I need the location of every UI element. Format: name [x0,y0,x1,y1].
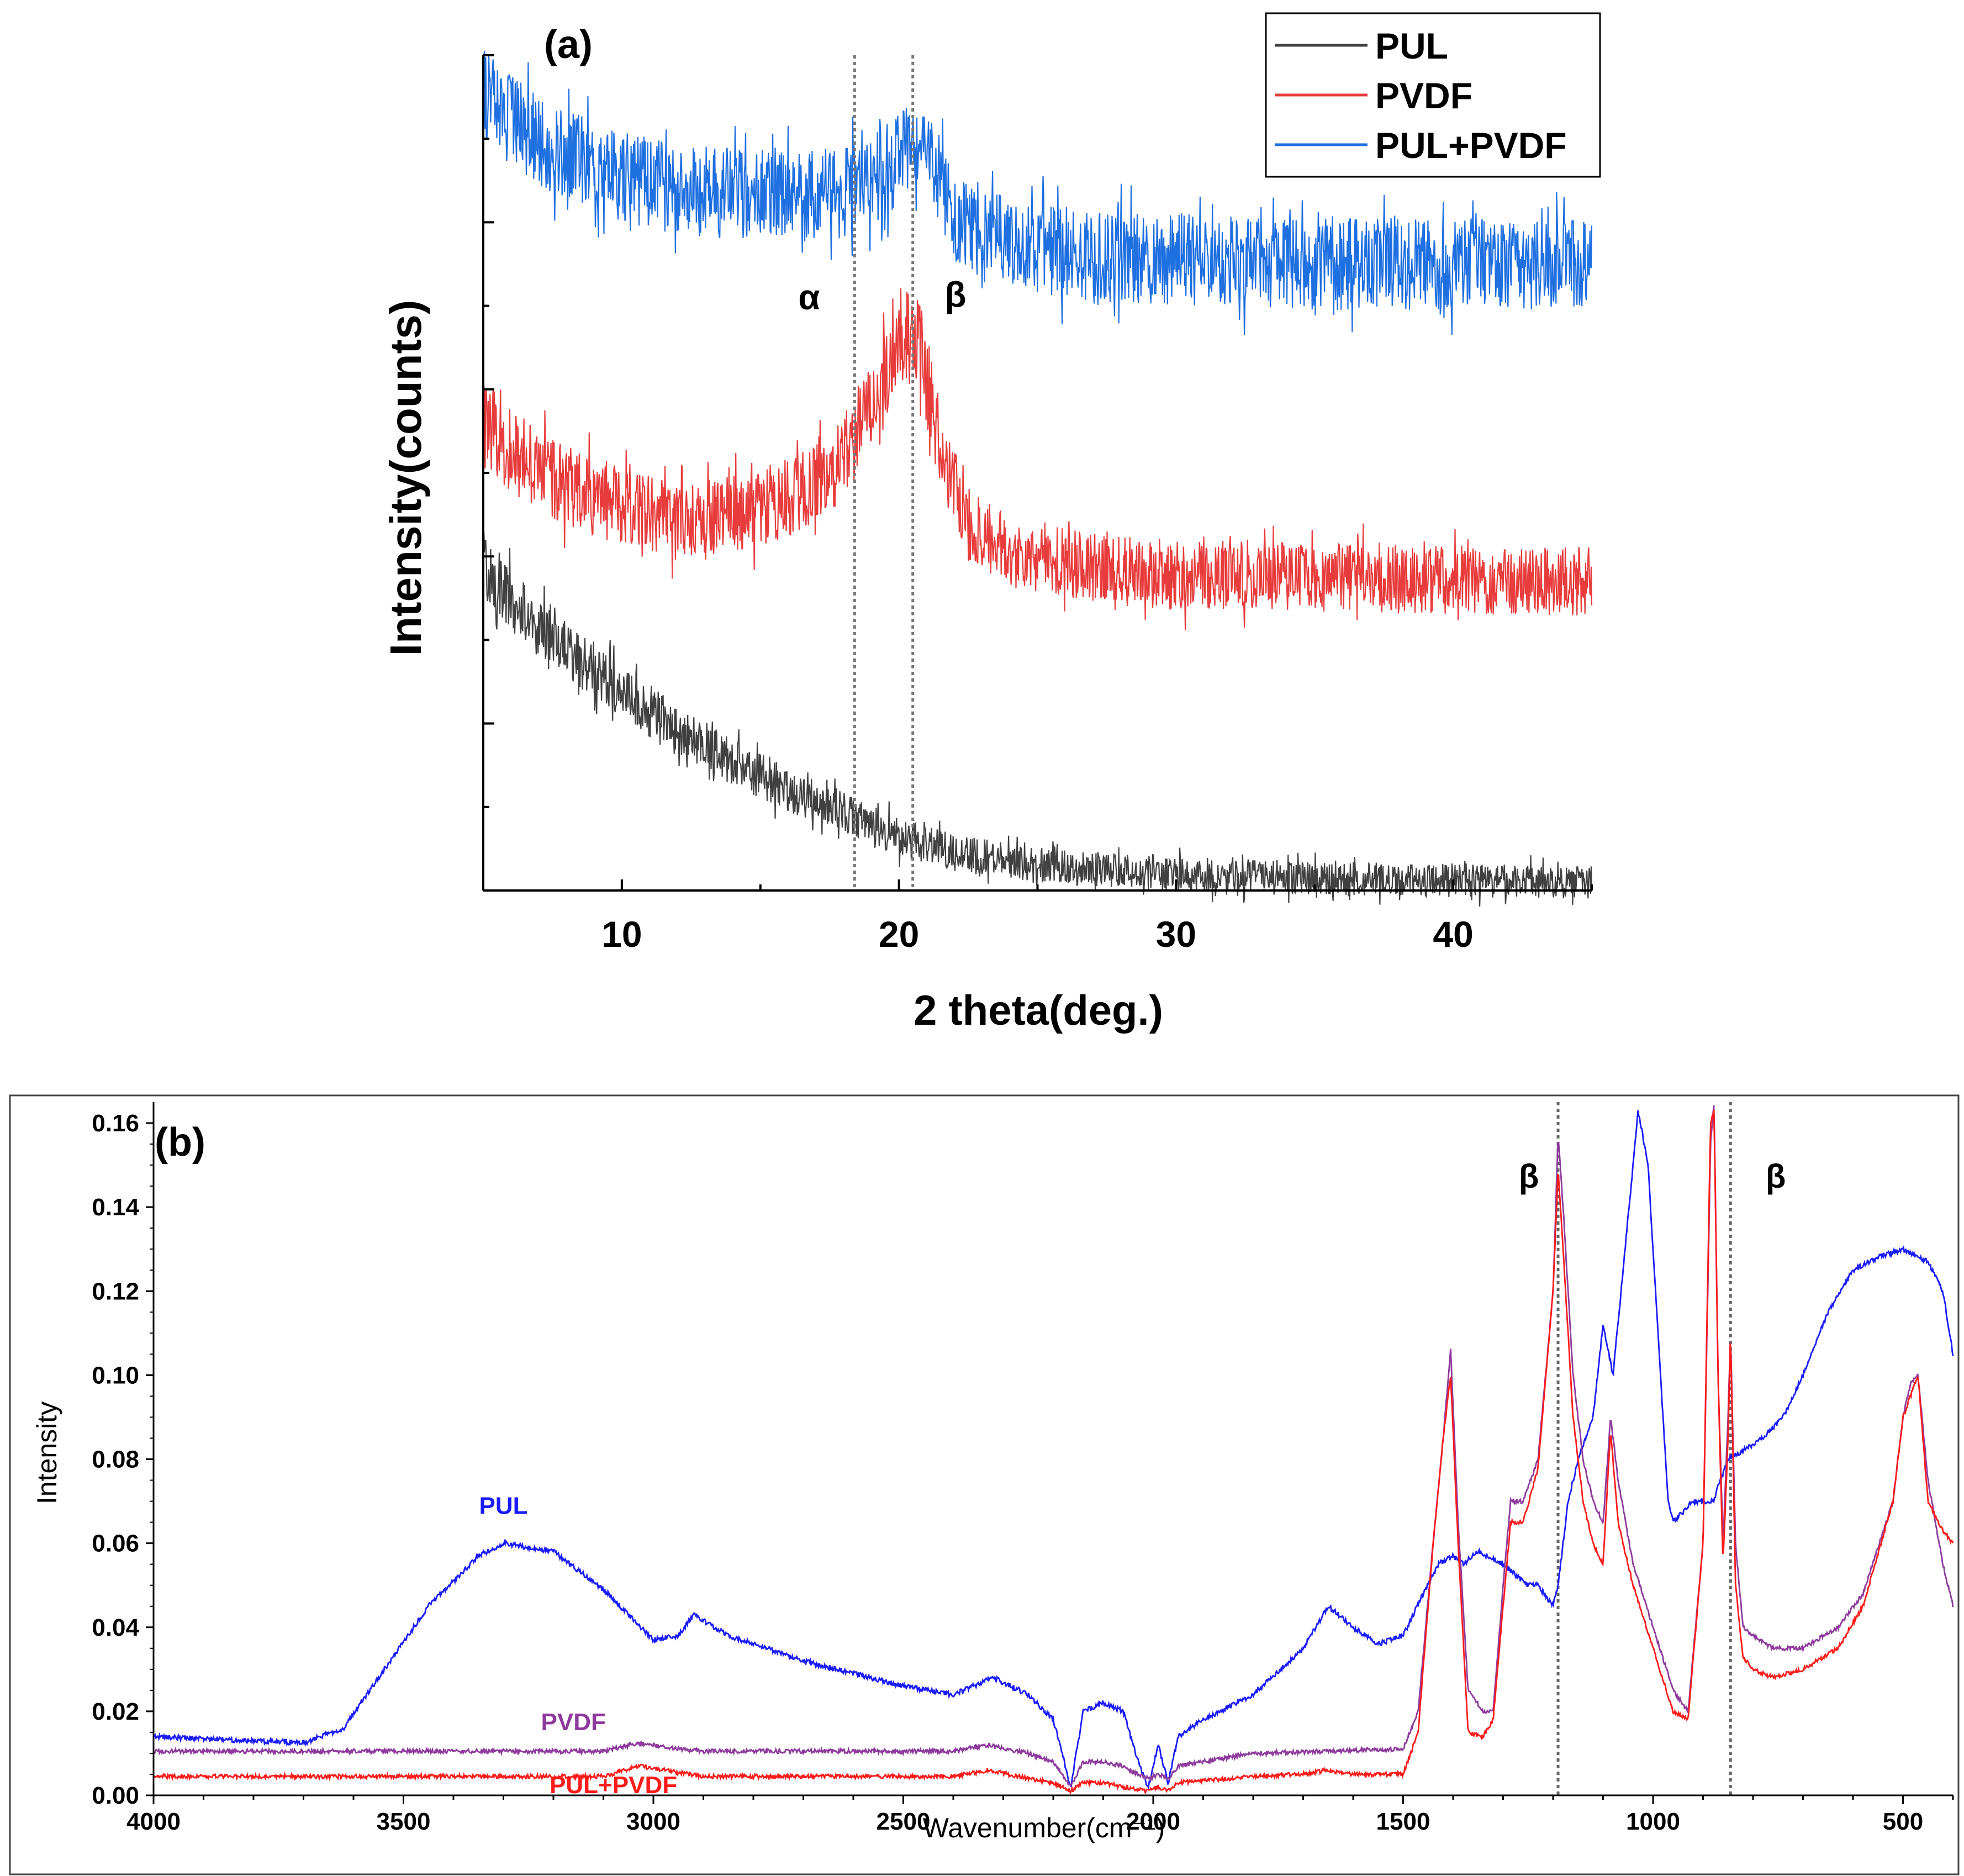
panel-b-series-labels: PUL PVDF PUL+PVDF [479,1492,678,1799]
y-tick-label: 0.08 [92,1446,139,1473]
xrd-series-pvdf [482,288,1593,631]
panel-a-reference-lines [853,55,915,890]
y-tick-label: 0.04 [92,1614,139,1641]
panel-a-series-group [482,50,1593,907]
panel-a-x-ticks: 10 20 30 40 [482,879,1593,955]
panel-b-series-group [152,1105,1954,1795]
panel-b-frame [9,1094,1960,1875]
panel-a-y-ticks [483,54,494,892]
panel-a-x-axis-title: 2 theta(deg.) [914,987,1163,1034]
panel-b-x-ticks: 4000 3500 3000 2500 2000 1500 1000 500 [126,1795,1954,1835]
panel-a-xrd-chart: 10 20 30 40 (a) 2 theta(deg.) Intensity(cou… [381,12,1601,1034]
panel-b-x-axis-title: Wavenumber(cm⁻¹) [923,1812,1165,1843]
panel-a-label: (a) [544,23,593,67]
ftir-series-pul-pvdf [152,1109,1954,1795]
panel-b-y-axis-title: Intensity [31,1401,62,1504]
x-tick-label: 10 [601,914,642,955]
ftir-series-pul [152,1110,1954,1790]
x-tick-label: 1000 [1626,1808,1680,1835]
x-tick-label: 500 [1883,1808,1923,1835]
panel-a-y-axis-title: Intensity(counts) [381,300,430,656]
x-tick-label: 20 [879,914,919,955]
panel-a-legend: PUL PVDF PUL+PVDF [1265,12,1601,178]
xrd-series-pul [482,531,1593,907]
y-tick-label: 0.02 [92,1698,139,1725]
y-tick-label: 0.06 [92,1530,139,1557]
panel-b-ftir-chart: 0.00 0.02 0.04 0.06 0.08 0.10 0.12 0.14 0.16 400… [9,1094,1960,1875]
xrd-series-pul-pvdf [482,50,1593,335]
x-tick-label: 3000 [626,1808,680,1835]
x-tick-label: 3500 [377,1808,431,1835]
series-label-pul-pvdf: PUL+PVDF [550,1772,677,1799]
x-tick-label: 1500 [1376,1808,1430,1835]
series-label-pul: PUL [479,1492,528,1519]
panel-b-reference-lines [1556,1102,1732,1795]
ftir-series-pvdf [152,1105,1954,1787]
legend-label-pul-pvdf: PUL+PVDF [1375,125,1567,166]
panel-a-beta-annotation: β [944,275,966,314]
x-tick-label: 30 [1156,914,1196,955]
legend-label-pul: PUL [1375,25,1448,66]
x-tick-label: 2500 [877,1808,931,1835]
series-label-pvdf: PVDF [541,1709,606,1736]
legend-label-pvdf: PVDF [1375,75,1472,116]
y-tick-label: 0.16 [92,1110,139,1137]
panel-a-alpha-annotation: α [798,277,820,317]
panel-b-beta-annotation-1: β [1519,1158,1539,1195]
y-tick-label: 0.14 [92,1194,139,1221]
panel-b-beta-annotation-2: β [1766,1158,1786,1195]
x-tick-label: 40 [1433,914,1473,955]
x-tick-label: 4000 [126,1808,181,1835]
y-tick-label: 0.10 [92,1362,139,1389]
x-tick-label: 2000 [1126,1808,1180,1835]
panel-b-label: (b) [155,1120,205,1164]
y-tick-label: 0.00 [92,1782,139,1809]
panel-b-y-ticks: 0.00 0.02 0.04 0.06 0.08 0.10 0.12 0.14 0.16 [92,1110,154,1809]
y-tick-label: 0.12 [92,1278,139,1305]
